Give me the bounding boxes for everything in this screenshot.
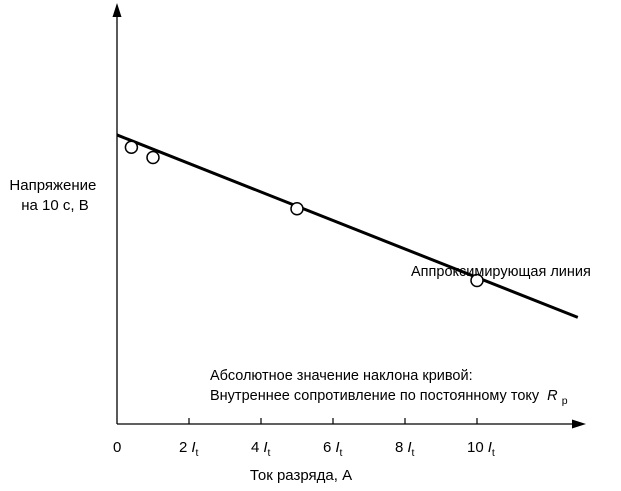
x-tick-label: 2 It bbox=[179, 439, 199, 459]
slope-annotation-line2: Внутреннее сопротивление по постоянному … bbox=[210, 388, 568, 407]
x-tick-label: 10 It bbox=[467, 439, 495, 459]
fit-line-label: Аппроксимирующая линия bbox=[411, 264, 591, 280]
data-point bbox=[124, 140, 139, 154]
x-ticks: 0 2 It 4 It 6 It 8 It 10 It bbox=[113, 418, 495, 459]
slope-symbol-sub: p bbox=[562, 395, 568, 407]
slope-annotation-line1: Абсолютное значение наклона кривой: bbox=[210, 368, 473, 384]
data-point bbox=[290, 202, 304, 216]
slope-symbol: R bbox=[547, 388, 558, 404]
data-points bbox=[124, 140, 484, 288]
x-tick-label: 4 It bbox=[251, 439, 271, 459]
data-point bbox=[146, 150, 160, 165]
y-axis-arrow bbox=[112, 3, 122, 17]
data-point bbox=[470, 273, 484, 288]
x-tick-label: 6 It bbox=[323, 439, 343, 459]
x-tick-label: 8 It bbox=[395, 439, 415, 459]
y-axis-label: Напряжение на 10 с, В bbox=[9, 177, 100, 214]
x-axis-arrow bbox=[572, 419, 586, 429]
x-axis-label: Ток разряда, А bbox=[250, 467, 352, 484]
fit-line bbox=[116, 133, 579, 319]
x-tick-label: 0 bbox=[113, 439, 121, 456]
y-axis-label-line1: Напряжение bbox=[9, 177, 96, 194]
slope-annotation-text: Внутреннее сопротивление по постоянному … bbox=[210, 388, 540, 404]
y-axis-label-line2: на 10 с, В bbox=[21, 197, 89, 214]
